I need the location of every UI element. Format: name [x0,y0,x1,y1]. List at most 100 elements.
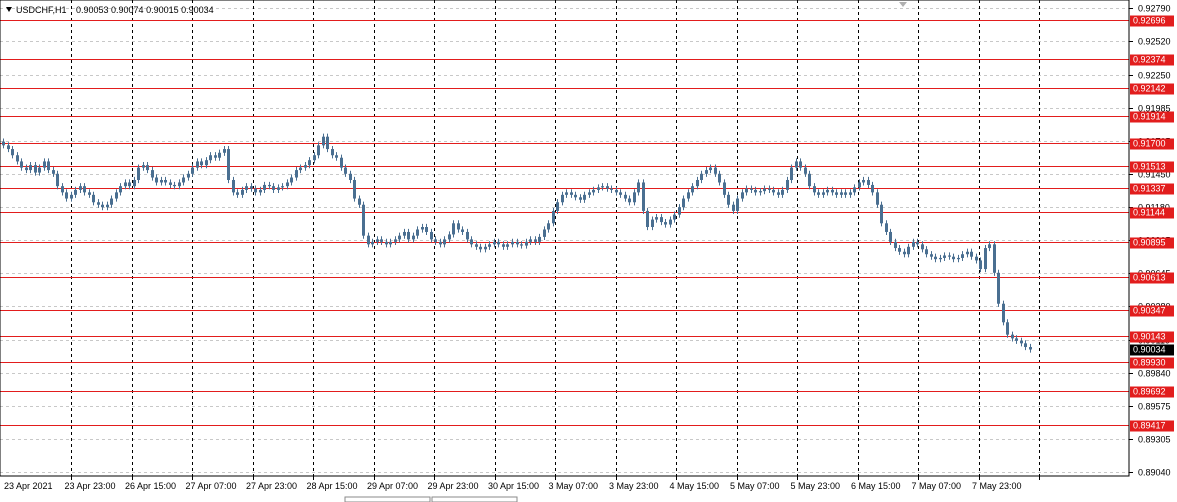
chart-tab[interactable] [344,496,431,502]
candle-body [452,223,455,235]
candle-body [214,155,217,158]
candle-body [191,167,194,174]
candle-body [849,192,852,195]
candle-body [795,161,798,168]
candle-body [398,235,401,240]
candle-body [606,186,609,189]
candle-body [624,194,627,199]
candle-body [124,182,127,187]
candle-body [137,167,140,180]
candle-body [367,235,370,245]
level-label: 0.89930 [1133,358,1166,368]
candle-body [110,198,113,205]
candle-body [25,167,28,171]
candle-body [633,192,636,203]
candle-body [1029,347,1032,350]
candle-body [552,210,555,224]
candle-body [1002,303,1005,323]
candle-body [92,194,95,203]
time-tick-label: 23 Apr 2021 [4,481,53,491]
candle-body [155,177,158,183]
candle-body [678,207,681,215]
level-label: 0.92142 [1133,84,1166,94]
candle-body [646,210,649,228]
candle-body [254,188,257,193]
candle-body [592,189,595,193]
candle-body [916,241,919,245]
candle-body [182,177,185,183]
level-label: 0.90143 [1133,332,1166,342]
candle-body [353,179,356,199]
candle-body [61,186,64,193]
candle-body [750,188,753,190]
time-tick-label: 27 Apr 23:00 [246,481,297,491]
candle-body [601,186,604,188]
candle-body [759,191,762,193]
time-tick-label: 3 May 23:00 [609,481,659,491]
candle-body [74,189,77,195]
candle-body [2,141,5,146]
candle-body [119,186,122,193]
level-label: 0.91700 [1133,139,1166,149]
shift-marker-icon[interactable] [899,2,907,7]
candle-body [934,256,937,260]
candle-body [407,231,410,240]
dropdown-triangle-icon[interactable] [6,7,12,12]
candle-body [281,186,284,188]
candle-body [907,246,910,255]
candle-body [205,160,208,166]
candle-body [696,179,699,187]
candle-body [862,179,865,183]
candle-body [732,204,735,211]
candle-body [619,192,622,195]
candle-body [335,155,338,158]
time-tick-label: 23 Apr 23:00 [65,481,116,491]
candle-body [20,161,23,168]
candle-body [43,161,46,168]
level-label-bg [1130,305,1174,317]
candle-body [786,179,789,190]
candle-body [16,155,19,162]
candle-body [876,192,879,205]
price-tick-label: 0.92250 [1138,71,1171,81]
candle-body [637,182,640,193]
candle-body [97,202,100,205]
candle-body [11,149,14,156]
candle-body [912,241,915,247]
candle-body [700,173,703,180]
candle-body [506,244,509,247]
level-label-bg [1130,272,1174,284]
candle-body [993,244,996,273]
candle-body [529,239,532,242]
chart-tab[interactable] [431,496,518,502]
candle-body [425,227,428,232]
candle-body [597,187,600,190]
candle-body [286,182,289,187]
candle-body [525,241,528,246]
candle-body [250,186,253,189]
level-label: 0.91337 [1133,184,1166,194]
candle-body [997,272,1000,304]
current-price-label-bg [1130,344,1174,356]
candle-body [925,249,928,255]
level-label: 0.91144 [1133,208,1165,218]
time-tick-label: 7 May 23:00 [972,481,1022,491]
level-label-bg [1130,331,1174,343]
candle-body [245,186,248,190]
candle-body [889,231,892,242]
candle-body [664,222,667,225]
level-label: 0.90895 [1133,238,1166,248]
level-label: 0.91513 [1133,162,1166,172]
candle-body [745,188,748,193]
candle-body [543,229,546,237]
candle-body [178,182,181,187]
candle-body [196,161,199,168]
level-label: 0.89692 [1133,387,1166,397]
candle-body [826,189,829,193]
candle-body [723,182,726,195]
time-tick-label: 30 Apr 15:00 [488,481,539,491]
candle-body [169,182,172,185]
candle-body [331,149,334,156]
candle-body [898,248,901,252]
